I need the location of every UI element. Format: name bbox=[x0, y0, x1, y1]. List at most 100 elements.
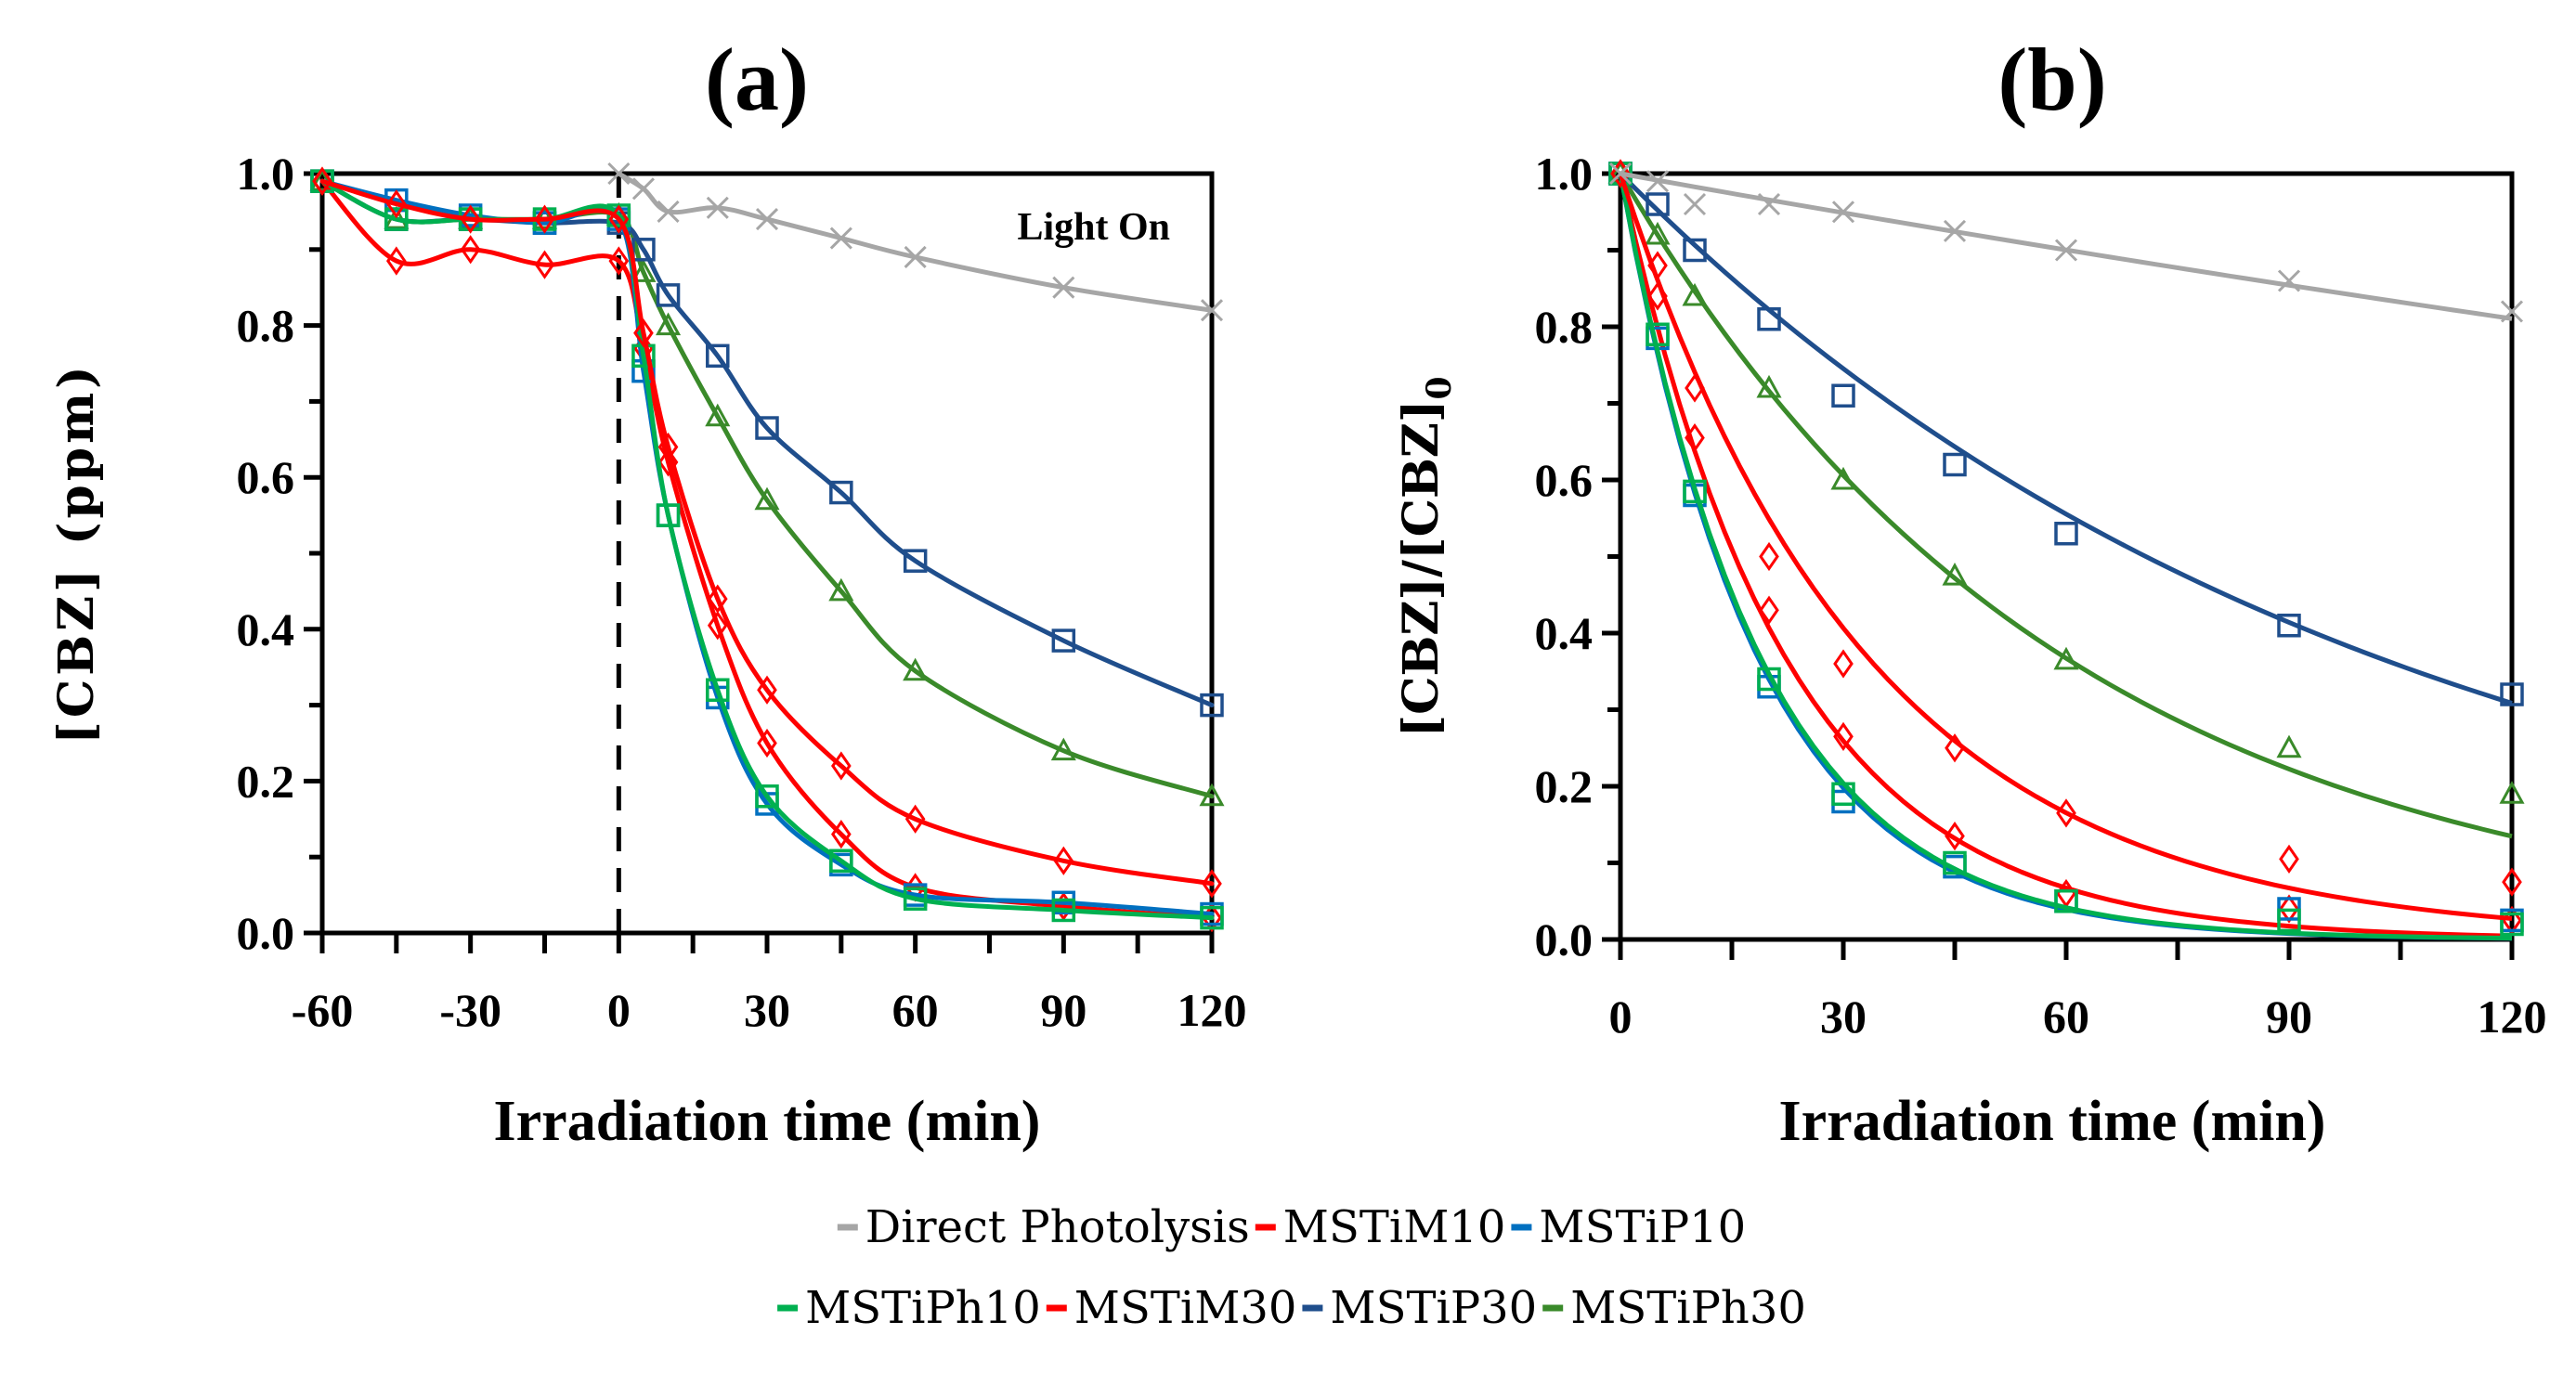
data-point bbox=[2056, 798, 2076, 828]
data-point bbox=[1682, 282, 1708, 306]
x-tick-label: 0 bbox=[1609, 991, 1633, 1043]
data-point bbox=[2502, 867, 2522, 897]
legend-label-mstiph30: MSTiPh30 bbox=[1570, 1282, 1806, 1334]
y-tick-label: 1.0 bbox=[1535, 148, 1594, 200]
legend-label-mstip10: MSTiP10 bbox=[1539, 1201, 1746, 1253]
panel-b-y-axis-label-main: [CBZ]/[CBZ] bbox=[1393, 400, 1450, 738]
data-point bbox=[1685, 422, 1705, 453]
y-tick-label: 0.6 bbox=[237, 451, 295, 503]
fit-curve bbox=[1618, 173, 2513, 941]
x-tick-label: 120 bbox=[1177, 984, 1247, 1036]
data-point bbox=[1200, 299, 1224, 322]
data-point bbox=[657, 432, 679, 462]
x-tick-label: 90 bbox=[1040, 984, 1086, 1036]
data-point bbox=[831, 751, 852, 781]
series-mstip10 bbox=[1608, 162, 2524, 941]
data-point bbox=[460, 235, 481, 265]
data-point bbox=[904, 245, 927, 269]
fit-curve bbox=[1618, 173, 2513, 939]
legend-label-mstim10: MSTiM10 bbox=[1283, 1201, 1506, 1253]
data-point bbox=[1202, 869, 1222, 899]
data-point bbox=[534, 250, 555, 279]
data-point bbox=[1757, 307, 1781, 331]
series-mstim30 bbox=[1610, 159, 2522, 939]
x-tick-label: 120 bbox=[2478, 991, 2547, 1043]
x-tick-label: -60 bbox=[292, 984, 354, 1036]
series-mstip10 bbox=[310, 169, 1224, 926]
x-tick-label: 30 bbox=[1820, 991, 1867, 1043]
data-point bbox=[1759, 541, 1779, 572]
data-point bbox=[656, 503, 681, 527]
data-point bbox=[1757, 192, 1781, 216]
x-tick-label: 30 bbox=[744, 984, 790, 1036]
data-point bbox=[1608, 162, 1633, 186]
data-point bbox=[2279, 844, 2299, 874]
series-mstiph30 bbox=[309, 168, 1225, 807]
data-point bbox=[1683, 192, 1707, 216]
data-point bbox=[829, 480, 853, 505]
data-point bbox=[706, 343, 730, 369]
series-direct-photolysis bbox=[1608, 162, 2524, 323]
data-point bbox=[384, 207, 409, 231]
data-point bbox=[1831, 201, 1855, 224]
fit-curve bbox=[1618, 173, 2513, 921]
data-point bbox=[1833, 721, 1854, 752]
data-point bbox=[1647, 251, 1668, 280]
data-point bbox=[1945, 821, 1965, 851]
legend-label-mstim30: MSTiM30 bbox=[1074, 1282, 1297, 1334]
y-tick-label: 0.8 bbox=[1535, 301, 1594, 353]
data-point bbox=[2499, 781, 2525, 804]
y-tick-label: 0.4 bbox=[237, 603, 295, 655]
data-point bbox=[1831, 782, 1855, 806]
panel-b-y-axis-label-subscript: 0 bbox=[1420, 376, 1459, 399]
data-point bbox=[1646, 170, 1670, 193]
y-tick-label: 0.0 bbox=[1535, 913, 1594, 965]
data-point bbox=[755, 208, 779, 231]
data-point bbox=[2277, 908, 2301, 933]
y-tick-label: 0.0 bbox=[237, 907, 295, 959]
data-point bbox=[903, 549, 928, 573]
data-point bbox=[903, 887, 928, 911]
data-point bbox=[1646, 192, 1670, 216]
data-point bbox=[656, 312, 682, 336]
legend-label-direct-photolysis: Direct Photolysis bbox=[865, 1201, 1250, 1253]
data-point bbox=[2276, 734, 2302, 758]
data-point bbox=[904, 804, 926, 834]
data-point bbox=[656, 283, 681, 307]
panel-b-title: (b) bbox=[1997, 30, 2106, 129]
data-point bbox=[1051, 898, 1076, 923]
data-point bbox=[1685, 373, 1705, 403]
data-point bbox=[1053, 846, 1074, 875]
data-point bbox=[831, 820, 852, 849]
data-point bbox=[755, 416, 779, 440]
panel-a-y-axis-label: [CBZ] (ppm) bbox=[48, 362, 105, 745]
data-point bbox=[608, 246, 630, 276]
data-point bbox=[1943, 850, 1967, 875]
data-point bbox=[828, 577, 854, 602]
data-point bbox=[2054, 889, 2078, 913]
data-point bbox=[707, 584, 728, 614]
data-point bbox=[1646, 322, 1670, 346]
data-point bbox=[705, 403, 731, 427]
fit-curve bbox=[1619, 172, 2513, 706]
data-point bbox=[757, 675, 777, 705]
data-point bbox=[754, 486, 780, 511]
panel-a-title: (a) bbox=[705, 30, 809, 129]
data-point bbox=[386, 189, 407, 219]
data-point bbox=[631, 238, 656, 262]
data-point bbox=[631, 259, 657, 282]
fit-curve bbox=[1618, 172, 2513, 839]
y-tick-label: 1.0 bbox=[237, 148, 295, 200]
data-point bbox=[1757, 667, 1781, 692]
x-tick-label: -30 bbox=[439, 984, 501, 1036]
y-tick-label: 0.2 bbox=[1535, 760, 1594, 812]
data-point bbox=[608, 204, 630, 234]
data-point bbox=[1683, 479, 1707, 504]
series-mstiph10 bbox=[1608, 162, 2524, 941]
data-point bbox=[1050, 737, 1076, 761]
series-mstim30 bbox=[312, 166, 1222, 933]
data-point bbox=[1051, 628, 1076, 653]
panel-b-x-axis-label: Irradiation time (min) bbox=[1779, 1090, 2326, 1153]
data-point bbox=[707, 611, 728, 641]
legend-label-mstiph10: MSTiPh10 bbox=[805, 1282, 1041, 1334]
